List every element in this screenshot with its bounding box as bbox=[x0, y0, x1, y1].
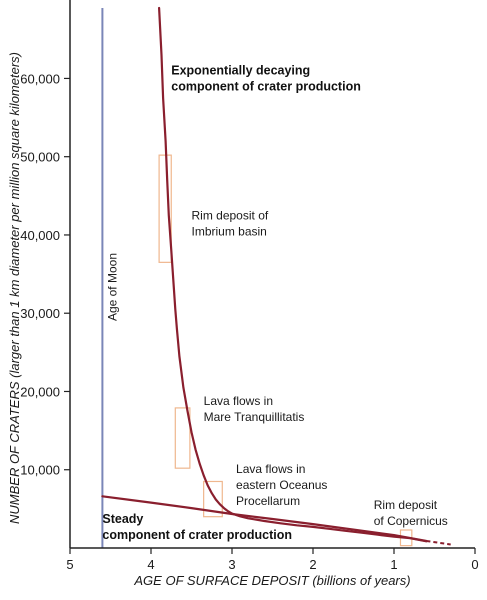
sample-box-tranquillitatis bbox=[174, 407, 191, 469]
annotation-label: Exponentially decaying component of crate… bbox=[171, 64, 361, 94]
series-lines bbox=[101, 6, 451, 548]
x-axis-title: AGE OF SURFACE DEPOSIT (billions of year… bbox=[133, 573, 410, 588]
annotation-label: Rim deposit of Copernicus bbox=[374, 498, 448, 528]
exponential-decay-line bbox=[158, 6, 428, 543]
annotation-label: Steady component of crater production bbox=[102, 512, 292, 542]
x-tick-label: 0 bbox=[471, 557, 478, 572]
x-tick-label: 2 bbox=[309, 557, 316, 572]
x-tick-label: 3 bbox=[228, 557, 235, 572]
age-of-moon-label: Age of Moon bbox=[105, 253, 119, 321]
annotation-label: Rim deposit of Imbrium basin bbox=[192, 208, 269, 238]
dashed-extension-line bbox=[426, 539, 451, 546]
steady-component-line bbox=[101, 495, 428, 543]
y-tick-label: 30,000 bbox=[20, 306, 60, 321]
sample-box-procellarum bbox=[203, 480, 223, 518]
annotation-label: Lava flows in eastern Oceanus Procellarum bbox=[236, 462, 327, 508]
y-tick-label: 10,000 bbox=[20, 463, 60, 478]
y-tick-label: 50,000 bbox=[20, 150, 60, 165]
annotation-label: Lava flows in Mare Tranquillitatis bbox=[204, 394, 305, 424]
axes bbox=[69, 0, 475, 549]
y-axis-title: NUMBER OF CRATERS (larger than 1 km diam… bbox=[7, 52, 22, 524]
y-tick-label: 20,000 bbox=[20, 384, 60, 399]
y-tick-label: 60,000 bbox=[20, 71, 60, 86]
y-tick-label: 40,000 bbox=[20, 228, 60, 243]
x-tick-label: 1 bbox=[390, 557, 397, 572]
x-tick-label: 5 bbox=[66, 557, 73, 572]
annotations: Exponentially decaying component of crate… bbox=[102, 64, 447, 542]
x-tick-label: 4 bbox=[147, 557, 154, 572]
tick-labels: 5 4 3 2 1 0 10,000 20,000 30,000 40,000 50,000 60,0… bbox=[20, 71, 478, 572]
